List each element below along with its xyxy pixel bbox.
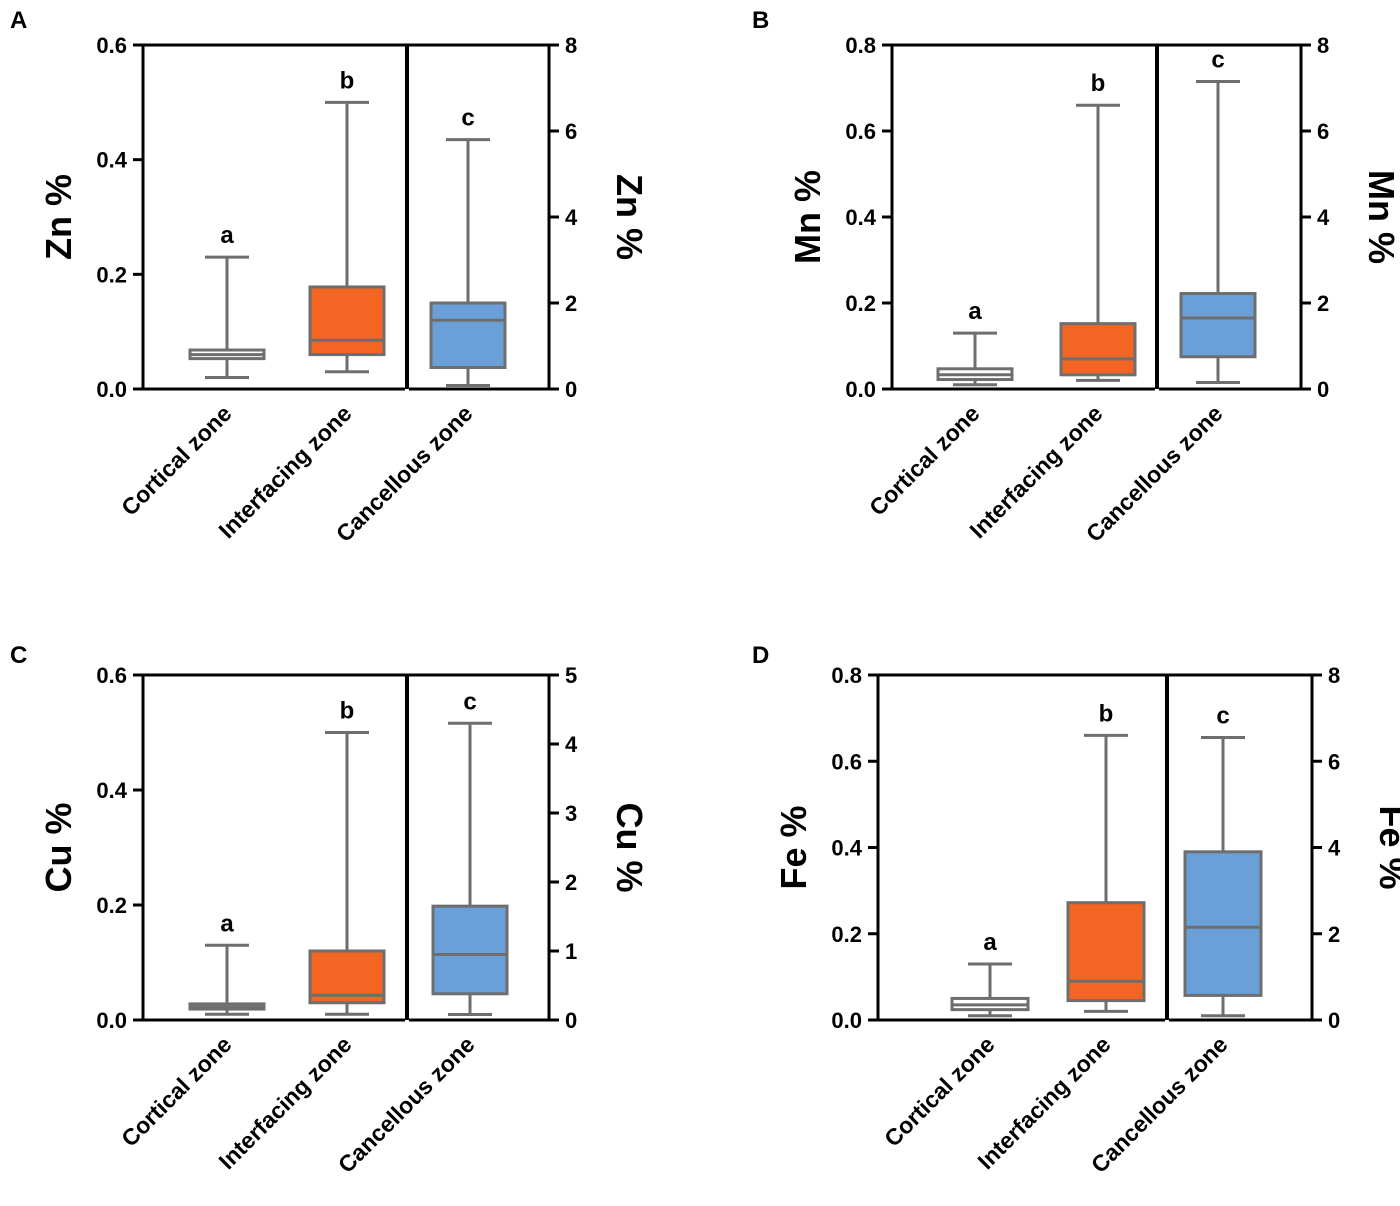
right-tick-label: 4 <box>1317 205 1330 230</box>
significance-letter: c <box>461 105 474 132</box>
left-tick-label: 0.4 <box>845 205 876 230</box>
category-label: Interfacing zone <box>964 400 1107 543</box>
right-tick-label: 6 <box>565 119 577 144</box>
right-tick-label: 8 <box>1328 663 1340 688</box>
significance-letter: b <box>1091 70 1106 97</box>
right-tick-label: 2 <box>565 870 577 895</box>
right-tick-label: 0 <box>1317 377 1329 402</box>
significance-letter: c <box>463 688 476 715</box>
left-tick-label: 0.2 <box>845 291 876 316</box>
left-tick-label: 0.8 <box>831 663 862 688</box>
box-interfacing-zone: b Interfacing zone <box>964 70 1137 543</box>
panel-label: C <box>10 642 27 669</box>
left-tick-label: 0.4 <box>96 778 127 803</box>
left-y-axis-title: Fe % <box>773 805 814 889</box>
right-tick-label: 6 <box>1317 119 1329 144</box>
left-tick-label: 0.0 <box>845 377 876 402</box>
category-label: Interfacing zone <box>213 1031 356 1174</box>
right-tick-label: 1 <box>565 939 577 964</box>
left-y-axis-title: Zn % <box>38 174 79 260</box>
significance-letter: a <box>220 222 234 249</box>
panel-b: B 0.0 0.2 0.4 0.6 0.8 0 2 4 6 8 Mn % Mn % a Cortical z… <box>752 7 1400 547</box>
panel-label: B <box>752 7 769 34</box>
category-label: Interfacing zone <box>213 400 356 543</box>
right-tick-label: 2 <box>565 291 577 316</box>
right-y-axis-title: Cu % <box>609 803 650 893</box>
left-tick-label: 0.0 <box>831 1008 862 1033</box>
right-tick-label: 0 <box>565 1008 577 1033</box>
significance-letter: a <box>983 929 997 956</box>
left-tick-label: 0.2 <box>96 893 127 918</box>
panel-label: A <box>10 7 27 34</box>
left-tick-label: 0.8 <box>845 33 876 58</box>
left-tick-label: 0.2 <box>96 262 127 287</box>
panel-d: D 0.0 0.2 0.4 0.6 0.8 0 2 4 6 8 Fe % Fe % a Cortical z… <box>752 642 1400 1178</box>
iqr-box <box>431 904 509 996</box>
left-tick-label: 0.4 <box>96 148 127 173</box>
significance-letter: b <box>340 67 355 94</box>
left-tick-label: 0.6 <box>831 749 862 774</box>
right-y-axis-title: Mn % <box>1361 170 1400 264</box>
right-y-axis-title: Fe % <box>1372 805 1400 889</box>
left-tick-label: 0.2 <box>831 922 862 947</box>
right-tick-label: 4 <box>1328 836 1341 861</box>
iqr-box <box>1059 322 1137 377</box>
significance-letter: b <box>340 698 355 725</box>
right-y-axis-title: Zn % <box>609 174 650 260</box>
box-cortical-zone: a Cortical zone <box>879 929 1030 1152</box>
right-tick-label: 0 <box>565 377 577 402</box>
significance-letter: b <box>1099 700 1114 727</box>
right-tick-label: 2 <box>1317 291 1329 316</box>
right-tick-label: 5 <box>565 663 577 688</box>
right-tick-label: 2 <box>1328 922 1340 947</box>
right-tick-label: 4 <box>565 205 578 230</box>
right-tick-label: 0 <box>1328 1008 1340 1033</box>
iqr-box <box>1066 901 1146 1003</box>
right-tick-label: 8 <box>1317 33 1329 58</box>
box-cortical-zone: a Cortical zone <box>864 298 1014 521</box>
significance-letter: c <box>1211 47 1224 74</box>
left-tick-label: 0.4 <box>831 836 862 861</box>
box-cancellous-zone: c Cancellous zone <box>333 688 509 1178</box>
significance-letter: c <box>1216 703 1229 730</box>
left-y-axis-title: Mn % <box>787 170 828 264</box>
significance-letter: a <box>968 298 982 325</box>
category-label: Cortical zone <box>864 400 985 521</box>
right-tick-label: 6 <box>1328 749 1340 774</box>
iqr-box <box>1183 850 1263 997</box>
box-interfacing-zone: b Interfacing zone <box>213 67 386 543</box>
box-cortical-zone: a Cortical zone <box>116 910 266 1152</box>
category-label: Cancellous zone <box>333 1031 480 1178</box>
iqr-box <box>429 301 507 369</box>
category-label: Cortical zone <box>116 400 237 521</box>
right-tick-label: 8 <box>565 33 577 58</box>
left-tick-label: 0.0 <box>96 377 127 402</box>
left-tick-label: 0.0 <box>96 1008 127 1033</box>
iqr-box <box>1179 292 1257 359</box>
left-tick-label: 0.6 <box>96 663 127 688</box>
category-label: Cortical zone <box>116 1031 237 1152</box>
panel-label: D <box>752 642 769 669</box>
box-interfacing-zone: b Interfacing zone <box>213 698 386 1174</box>
iqr-box <box>308 285 386 357</box>
box-cortical-zone: a Cortical zone <box>116 222 266 521</box>
left-tick-label: 0.6 <box>845 119 876 144</box>
left-y-axis-title: Cu % <box>38 803 79 893</box>
right-tick-label: 4 <box>565 732 578 757</box>
left-tick-label: 0.6 <box>96 33 127 58</box>
panel-a: A 0.0 0.2 0.4 0.6 0 2 4 6 8 Zn % Zn % a Cortical zone… <box>10 7 650 547</box>
significance-letter: a <box>220 910 234 937</box>
right-tick-label: 3 <box>565 801 577 826</box>
panel-c: C 0.0 0.2 0.4 0.6 0 1 2 3 4 5 Cu % Cu % a Cortical zon… <box>10 642 650 1178</box>
category-label: Cortical zone <box>879 1031 1000 1152</box>
